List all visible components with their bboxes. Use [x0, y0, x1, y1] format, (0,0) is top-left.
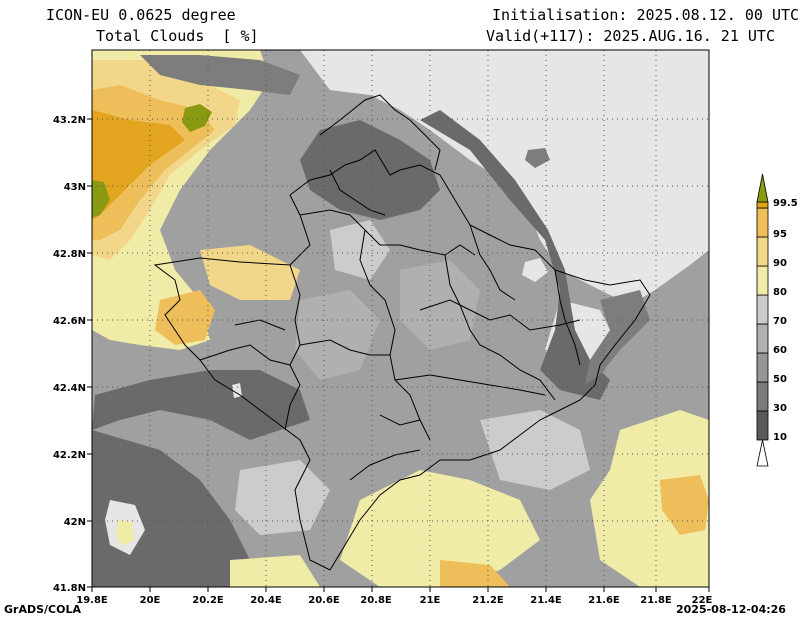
- lon-label: 20.2E: [192, 595, 224, 606]
- colorbar-swatch: [756, 201, 769, 209]
- lon-label: 20E: [140, 595, 161, 606]
- colorbar-label: 70: [773, 316, 787, 327]
- colorbar-swatch: [756, 294, 769, 325]
- colorbar-label: 50: [773, 374, 787, 385]
- grads-credit: GrADS/COLA: [4, 603, 81, 616]
- admin-borders: [153, 94, 651, 571]
- lat-label: 43N: [64, 182, 86, 193]
- colorbar-label: 95: [773, 229, 787, 240]
- lat-label: 42.6N: [53, 316, 86, 327]
- lon-label: 20.6E: [308, 595, 340, 606]
- lat-label: 42N: [64, 517, 86, 528]
- lat-labels: 41.8N 42N 42.2N 42.4N 42.6N 42.8N 43N 43…: [53, 115, 86, 594]
- lon-label: 20.8E: [360, 595, 392, 606]
- lon-label: 21E: [420, 595, 441, 606]
- colorbar-label: 10: [773, 432, 787, 443]
- colorbar-labels: 10 30 50 60 70 80 90 95 99.5: [773, 198, 798, 443]
- lat-label: 42.8N: [53, 249, 86, 260]
- axis-ticks: [87, 118, 710, 592]
- initialisation-time: Initialisation: 2025.08.12. 00 UTC: [492, 6, 800, 24]
- colorbar-label: 80: [773, 287, 787, 298]
- lat-label: 43.2N: [53, 115, 86, 126]
- colorbar-label: 30: [773, 403, 787, 414]
- lon-label: 21.2E: [472, 595, 504, 606]
- colorbar-swatch: [756, 207, 769, 238]
- model-title: ICON-EU 0.0625 degree: [46, 6, 236, 24]
- colorbar: [756, 173, 769, 467]
- colorbar-over-arrow: [756, 173, 769, 203]
- colorbar-swatch: [756, 410, 769, 441]
- lon-label: 21.8E: [640, 595, 672, 606]
- colorbar-label: 99.5: [773, 198, 798, 209]
- colorbar-under-arrow: [756, 439, 769, 467]
- lat-label: 42.4N: [53, 383, 86, 394]
- colorbar-label: 60: [773, 345, 787, 356]
- colorbar-swatch: [756, 381, 769, 412]
- valid-time: Valid(+117): 2025.AUG.16. 21 UTC: [486, 27, 775, 45]
- cloud-field: [92, 50, 709, 587]
- generation-timestamp: 2025-08-12-04:26: [676, 603, 786, 616]
- lat-label: 41.8N: [53, 583, 86, 594]
- colorbar-swatch: [756, 265, 769, 296]
- lon-label: 19.8E: [76, 595, 108, 606]
- lat-label: 42.2N: [53, 450, 86, 461]
- lon-label: 21.6E: [588, 595, 620, 606]
- colorbar-label: 90: [773, 258, 787, 269]
- lon-label: 21.4E: [530, 595, 562, 606]
- colorbar-swatch: [756, 352, 769, 383]
- colorbar-swatch: [756, 323, 769, 354]
- lon-labels: 19.8E 20E 20.2E 20.4E 20.6E 20.8E 21E 21…: [76, 595, 712, 606]
- colorbar-swatch: [756, 236, 769, 267]
- variable-title: Total Clouds [ %]: [96, 27, 259, 45]
- map-frame: [91, 49, 710, 588]
- lon-label: 22E: [692, 595, 713, 606]
- lon-label: 20.4E: [250, 595, 282, 606]
